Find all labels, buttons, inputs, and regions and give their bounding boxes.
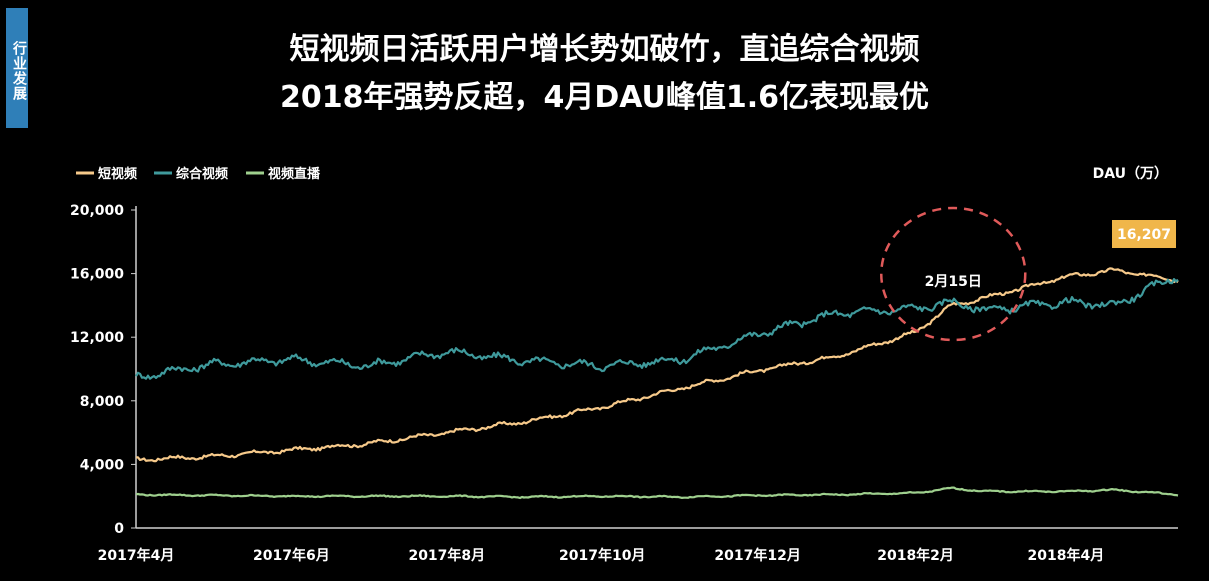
annotation-feb15: 2月15日 (925, 274, 982, 290)
series-line-live_video (135, 486, 1179, 500)
x-tick-label: 2017年12月 (714, 547, 800, 564)
section-tag: 行业发展 (6, 8, 28, 128)
chart-title-line-2: 2018年强势反超，4月DAU峰值1.6亿表现最优 (279, 80, 930, 115)
y-tick-label: 8,000 (80, 394, 125, 410)
y-axis-unit-label: DAU（万） (1093, 166, 1168, 182)
peak-value-label: 16,207 (1117, 227, 1171, 243)
highlight-circle (880, 206, 1027, 342)
legend-label-short_video: 短视频 (98, 166, 137, 182)
legend-label-general_video: 综合视频 (176, 166, 228, 182)
x-tick-label: 2018年2月 (877, 547, 954, 564)
y-tick-label: 12,000 (70, 330, 124, 346)
y-tick-label: 16,000 (70, 267, 124, 283)
y-tick-label: 0 (114, 521, 124, 537)
y-tick-label: 20,000 (70, 203, 124, 219)
legend-label-live_video: 视频直播 (268, 166, 321, 182)
series-line-general_video (135, 278, 1179, 380)
peak-value-box (1112, 220, 1176, 248)
series-line-short_video (135, 267, 1179, 463)
x-tick-label: 2017年8月 (408, 547, 485, 564)
x-tick-label: 2017年4月 (98, 547, 175, 564)
chart-title-line-1: 短视频日活跃用户增长势如破竹，直追综合视频 (289, 32, 920, 67)
x-tick-label: 2017年10月 (559, 547, 645, 564)
x-tick-label: 2017年6月 (253, 547, 330, 564)
x-tick-label: 2018年4月 (1028, 547, 1105, 564)
y-tick-label: 4,000 (80, 457, 125, 473)
